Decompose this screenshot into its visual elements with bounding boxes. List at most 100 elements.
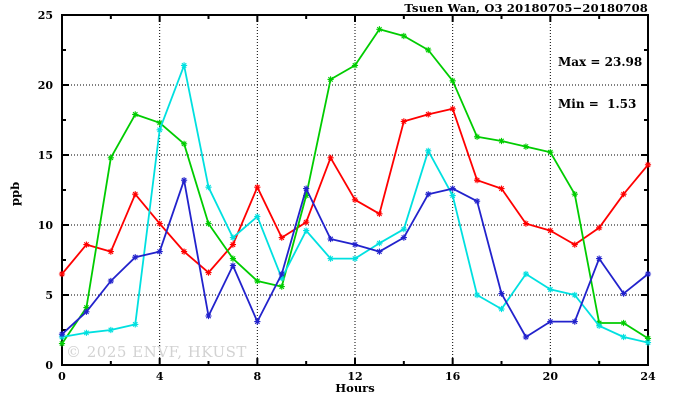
x-tick-label: 12 [347,370,362,383]
series-cyan-marker [498,305,505,313]
series-red-marker [254,184,261,191]
stats-annotation: Max = 23.98 Min = 1.53 [558,27,642,139]
series-blue-marker [620,290,627,297]
series-blue-marker [449,185,456,192]
series-green-marker [327,76,334,83]
series-blue-marker [156,248,163,255]
series-cyan-marker [254,213,261,220]
series-green-marker [205,220,212,227]
series-green-marker [644,335,652,342]
series-red-marker [498,185,505,192]
series-blue-marker [400,234,407,241]
x-tick-label: 20 [543,370,559,383]
series-red-marker [107,248,114,255]
series-blue-marker [522,333,530,341]
series-red-marker [229,241,237,248]
series-cyan-marker [132,321,139,328]
watermark: © 2025 ENVF, HKUST [66,343,247,361]
x-tick-label: 8 [254,370,262,383]
series-cyan-marker [107,326,114,334]
series-blue-marker [303,185,310,192]
y-tick-label: 25 [38,9,53,22]
series-cyan-marker [180,62,188,69]
series-red-marker [180,248,188,255]
series-blue-marker [327,235,334,243]
series-red-marker [351,196,359,203]
series-blue-marker [376,248,383,255]
series-cyan-marker [205,184,212,191]
series-green-marker [473,133,481,140]
x-tick-label: 4 [156,370,164,383]
series-cyan-marker [596,322,603,329]
series-blue-marker [571,318,578,325]
series-red-marker [327,154,334,161]
series-green-marker [498,137,505,145]
series-green-marker [58,340,66,347]
series-blue-marker [498,290,505,297]
y-axis-label: ppb [8,181,22,206]
y-tick-label: 20 [38,79,54,92]
series-red-marker [473,177,481,184]
series-green-marker [547,149,554,156]
y-tick-label: 5 [45,289,53,302]
series-cyan-marker [83,329,90,336]
series-green-marker [351,62,359,69]
series-blue-marker [425,191,432,198]
series-green-marker [254,277,261,285]
series-red-marker [596,224,603,231]
series-cyan-marker [303,227,310,234]
series-cyan-marker [620,333,627,341]
y-tick-label: 10 [38,219,54,232]
series-red-marker [449,105,456,112]
series-red-marker [205,269,212,276]
series-red-marker [278,234,285,241]
series-red-marker [132,191,139,198]
series-blue-marker [107,277,114,285]
series-red-marker [644,161,652,168]
series-blue-marker [596,255,603,262]
y-tick-label: 0 [45,359,53,372]
x-axis-label: Hours [335,381,375,395]
series-cyan-marker [522,270,530,278]
series-green-marker [156,119,163,126]
series-red-marker [83,241,90,248]
series-green-marker [376,26,383,33]
series-cyan-marker [547,286,554,293]
series-red-marker [156,220,163,227]
series-green-marker [83,304,90,311]
series-green-marker [400,32,407,40]
series-red-marker [522,220,530,227]
series-blue-marker [58,331,66,338]
series-cyan-marker [229,234,237,241]
series-green-marker [522,143,530,150]
series-blue-marker [473,198,481,205]
y-tick-label: 15 [38,149,53,162]
series-green-marker [107,154,114,161]
series-cyan-marker [644,339,652,346]
chart-title: Tsuen Wan, O3 20180705−20180708 [404,1,648,15]
series-blue-marker [132,254,139,261]
x-tick-label: 24 [640,370,656,383]
series-green-marker [620,319,627,327]
series-cyan-marker [278,275,285,282]
series-blue-marker [278,270,285,278]
series-blue-marker [644,270,652,278]
series-blue-marker [205,312,212,320]
series-cyan-marker [425,147,432,154]
min-stat-label: Min = 1.53 [558,97,637,111]
series-cyan-marker [571,291,578,299]
series-red-marker [303,219,310,226]
series-cyan-marker [351,255,359,262]
series-blue-marker [254,318,261,325]
series-red-marker [571,241,578,248]
series-green-marker [132,111,139,118]
series-blue-marker [180,177,188,184]
series-cyan-marker [376,240,383,247]
series-green-marker [449,77,456,84]
series-blue-marker [83,308,90,315]
series-red-marker [400,118,407,125]
series-green-marker [425,46,432,54]
series-green-marker [303,192,310,199]
